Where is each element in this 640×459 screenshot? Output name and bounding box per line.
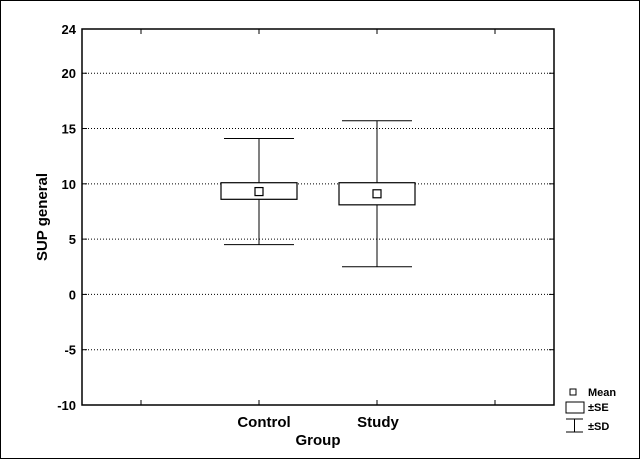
- x-category-label-study: Study: [357, 414, 399, 431]
- legend: Mean ±SE ±SD: [565, 387, 616, 433]
- legend-mean-marker: [569, 388, 577, 396]
- y-tick-labels: 24 20 15 10 5 0 -5 -10: [57, 22, 77, 413]
- box-plots: [220, 120, 416, 268]
- x-category-label-control: Control: [237, 414, 290, 431]
- box-plot-control: [220, 137, 298, 246]
- plot-area-border: [81, 28, 555, 406]
- y-tick-label: 15: [62, 122, 76, 137]
- legend-mean-label: Mean: [588, 387, 616, 399]
- y-tick-label: -10: [57, 398, 76, 413]
- y-tick-label: 5: [69, 232, 76, 247]
- y-tick-label: 24: [62, 22, 77, 37]
- mean-marker: [254, 186, 264, 197]
- grid-lines: [82, 72, 554, 351]
- box-plot-study: [338, 120, 416, 268]
- y-axis-title: SUP general: [34, 173, 51, 261]
- legend-se-box: [565, 401, 585, 414]
- y-tick-label: -5: [64, 343, 76, 358]
- legend-sd-label: ±SD: [588, 421, 609, 433]
- mean-marker: [372, 189, 382, 199]
- y-tick-label: 20: [62, 66, 76, 81]
- y-tick-label: 0: [69, 287, 76, 302]
- legend-sd-whisker: [566, 418, 583, 433]
- legend-se-label: ±SE: [588, 402, 609, 414]
- y-tick-label: 10: [62, 177, 76, 192]
- x-axis-title: Group: [296, 432, 341, 449]
